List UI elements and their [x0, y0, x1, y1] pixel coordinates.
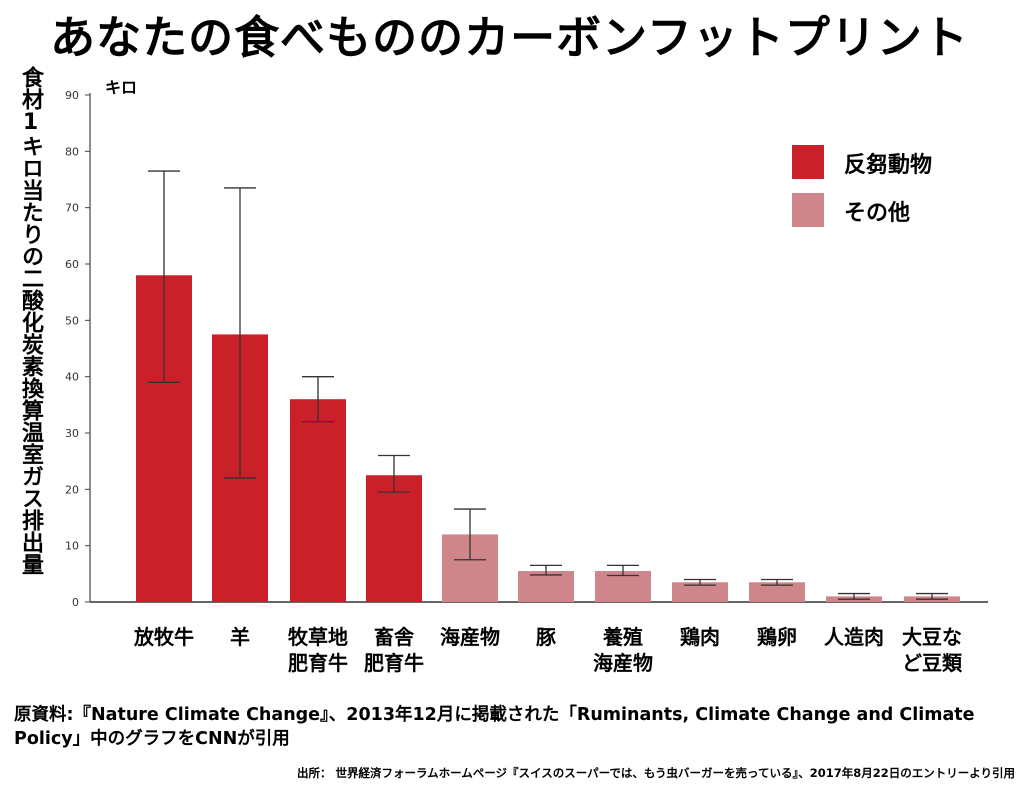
x-category-label: 牧草地 [288, 625, 348, 649]
x-category-label: ど豆類 [902, 651, 963, 675]
y-tick-label: 80 [65, 145, 79, 158]
bar [290, 399, 346, 602]
x-category-label: 肥育牛 [288, 651, 348, 675]
bar [595, 571, 651, 602]
x-category-label: 畜舎 [374, 625, 415, 649]
x-category-label: 豚 [536, 625, 556, 649]
x-category-label: 海産物 [593, 651, 653, 675]
source-reference: 出所： 世界経済フォーラムホームページ『スイスのスーパーでは、もう虫バーガーを売… [296, 766, 1015, 780]
y-tick-label: 0 [72, 596, 79, 609]
legend-label-other: その他 [844, 201, 911, 226]
source-citation: 原資料:『Nature Climate Change』、2013年12月に掲載さ… [14, 705, 975, 749]
y-axis-label: 食材1キロ当たりの二酸化炭素換算温室ガス排出量 [18, 66, 43, 575]
y-axis-unit: キロ [105, 78, 138, 97]
x-category-label: 人造肉 [824, 625, 884, 649]
legend-label-ruminant: 反芻動物 [844, 153, 933, 178]
bar [749, 582, 805, 602]
chart-title: あなたの食べもののカーボンフットプリント [50, 11, 969, 64]
y-tick-label: 60 [65, 258, 79, 271]
y-tick-label: 40 [65, 371, 79, 384]
bar [366, 475, 422, 602]
x-category-label: 大豆な [902, 625, 962, 649]
legend-swatch-other [792, 193, 824, 227]
bar-chart: 0102030405060708090放牧牛羊牧草地肥育牛畜舎肥育牛海産物豚養殖… [65, 89, 988, 675]
y-tick-label: 30 [65, 427, 79, 440]
x-category-label: 鶏卵 [757, 625, 797, 649]
y-tick-label: 50 [65, 314, 79, 327]
bar [518, 571, 574, 602]
legend-swatch-ruminant [792, 145, 824, 179]
x-category-label: 放牧牛 [133, 625, 194, 649]
x-category-label: 鶏肉 [680, 625, 720, 649]
y-tick-label: 10 [65, 540, 79, 553]
bar [672, 582, 728, 602]
y-tick-label: 90 [65, 89, 79, 102]
x-category-label: 羊 [230, 625, 250, 649]
x-category-label: 海産物 [440, 625, 500, 649]
y-tick-label: 70 [65, 202, 79, 215]
x-category-label: 養殖 [602, 625, 643, 649]
x-category-label: 肥育牛 [364, 651, 424, 675]
y-tick-label: 20 [65, 483, 79, 496]
